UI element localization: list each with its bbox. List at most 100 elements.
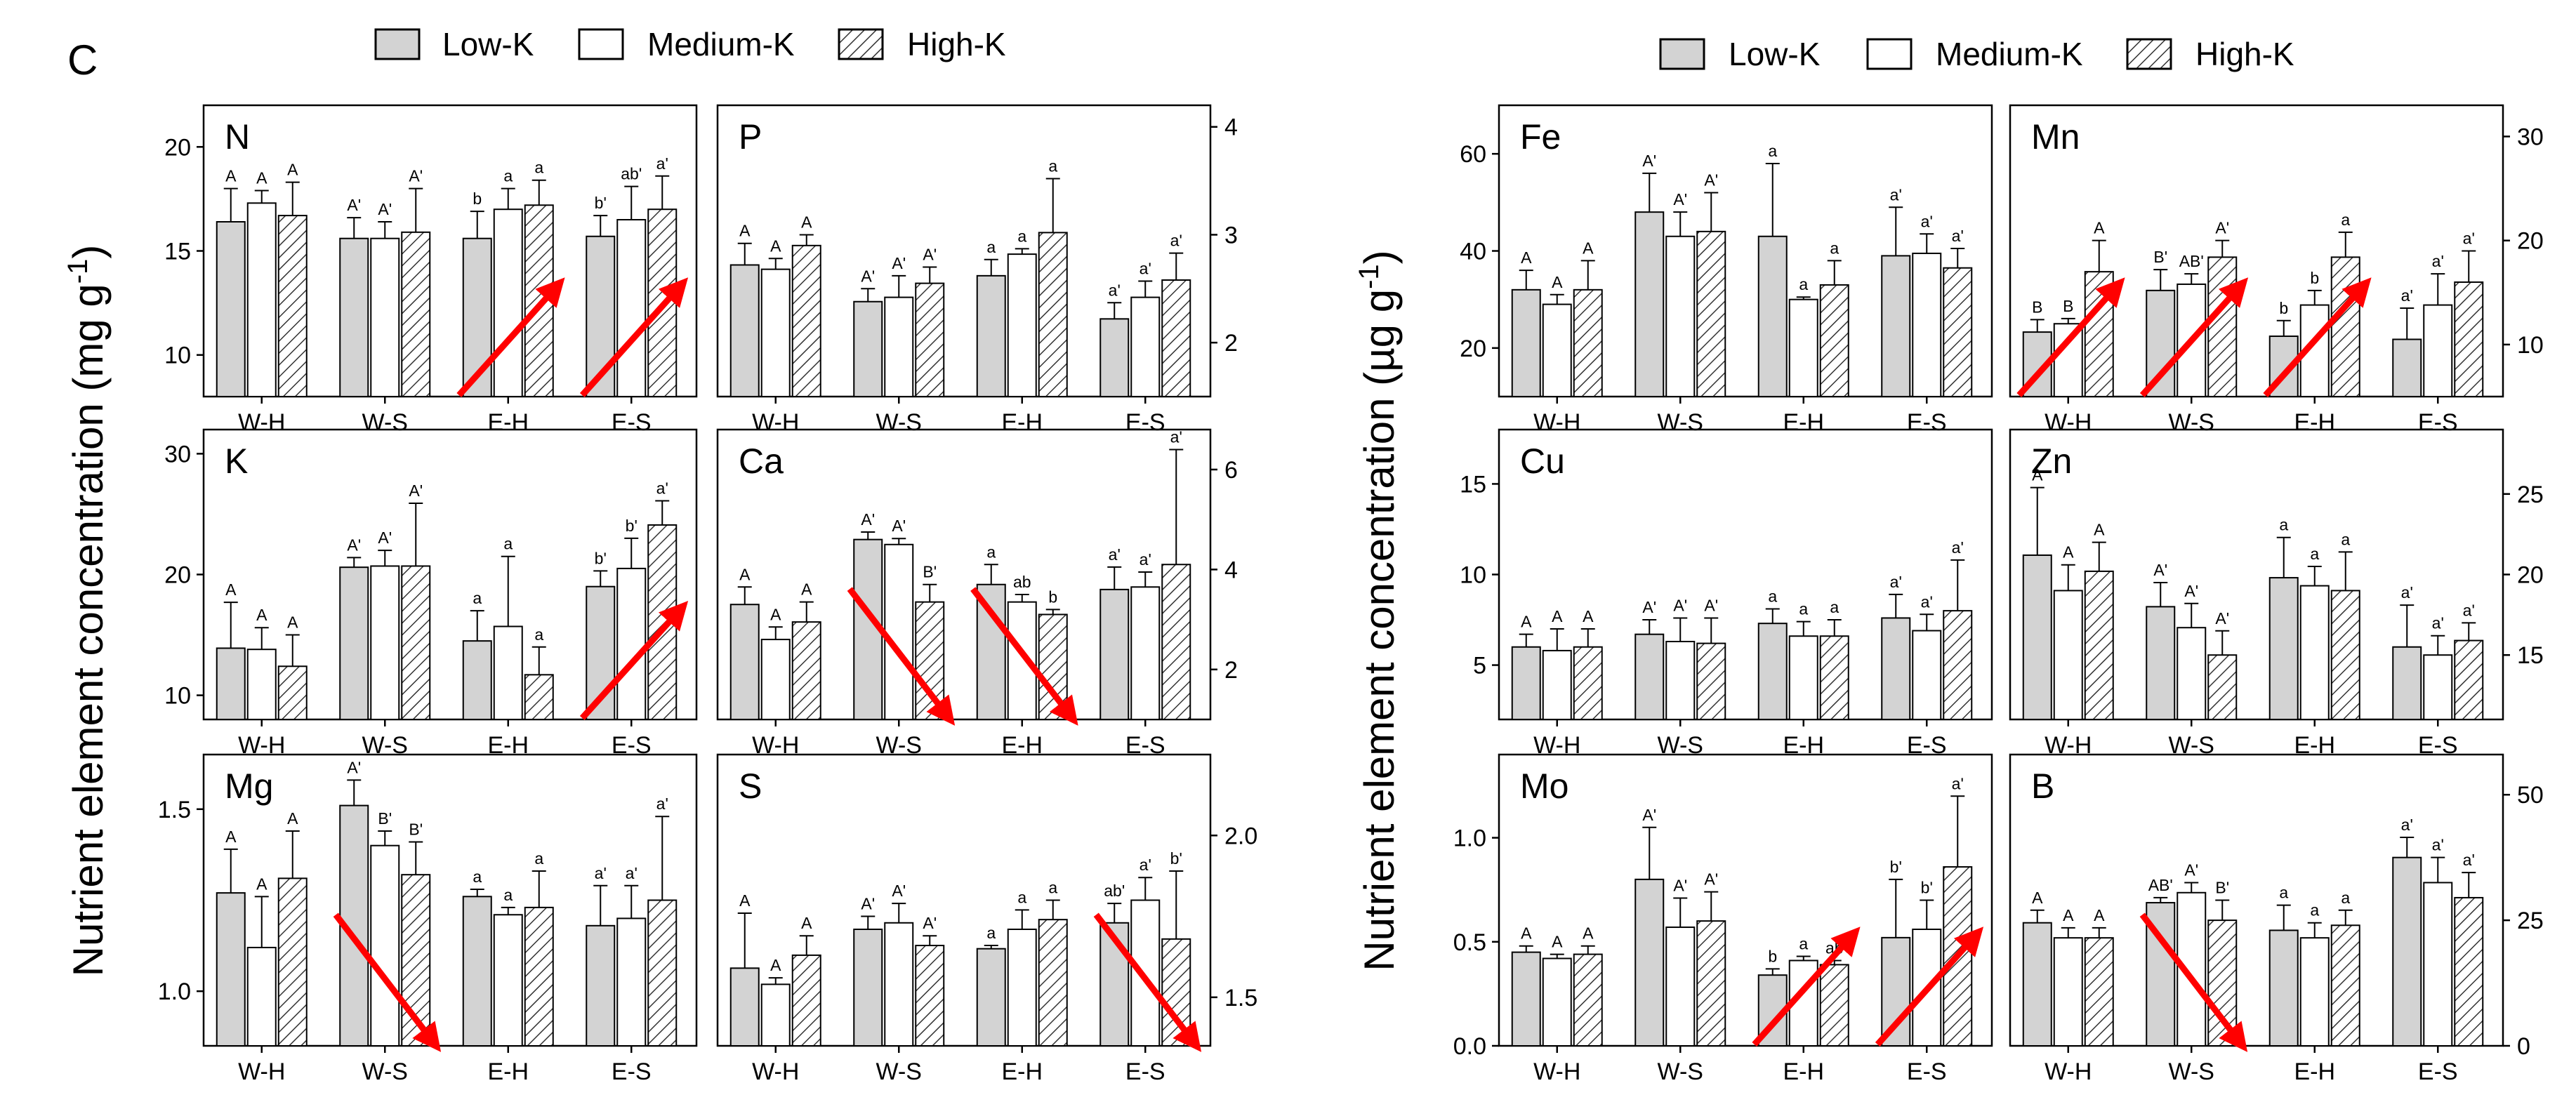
bar-high — [915, 945, 945, 1047]
significance-label: A' — [1673, 877, 1687, 895]
significance-label: b' — [595, 194, 607, 212]
bar-low — [1634, 878, 1665, 1047]
x-tick-label: W-S — [362, 409, 408, 436]
significance-label: a' — [2401, 286, 2413, 305]
y-tick-label: 20 — [2517, 562, 2544, 589]
significance-label: a — [2279, 884, 2288, 902]
y-tick-label: 25 — [2517, 482, 2544, 508]
bar-low — [216, 221, 246, 397]
significance-label: A' — [892, 517, 906, 535]
x-tick-label: E-S — [2418, 409, 2458, 436]
y-tick-label: 2 — [1224, 330, 1238, 357]
significance-label: a — [534, 159, 543, 177]
legend-high-label: High-K — [2195, 36, 2294, 72]
bar-high — [524, 204, 554, 397]
significance-label: a — [2310, 545, 2319, 563]
significance-label: a' — [2432, 836, 2444, 854]
significance-label: A — [739, 222, 751, 240]
bar-high — [1696, 920, 1726, 1047]
x-tick-label: W-S — [2169, 1058, 2214, 1085]
y-tick-label: 2.0 — [1224, 823, 1257, 849]
bar-high — [2454, 281, 2484, 398]
y-tick-label: 15 — [2517, 642, 2544, 669]
significance-label: A' — [861, 895, 875, 913]
significance-label: a' — [1890, 573, 1902, 591]
significance-label: B' — [923, 563, 937, 581]
panel-title: Mo — [1520, 766, 1568, 806]
significance-label: a' — [1170, 427, 1182, 446]
significance-label: b' — [626, 517, 638, 535]
significance-label: a — [534, 849, 543, 868]
significance-label: A' — [861, 510, 875, 529]
bar-high — [1038, 919, 1068, 1047]
legend-high-swatch — [2126, 38, 2172, 70]
bar-medium — [493, 914, 523, 1047]
y-tick-label: 3 — [1224, 222, 1238, 248]
panel-title: P — [739, 117, 762, 157]
legend-medium-label: Medium-K — [1936, 36, 2083, 72]
x-tick-label: W-S — [876, 1058, 922, 1085]
significance-label: b' — [1921, 879, 1933, 897]
panel-p: P 2 3 4 W-H A A A W-S A' A' A' E-H a a a E-S a' a' a' — [716, 104, 1238, 436]
trend-arrow-up — [2016, 277, 2125, 398]
significance-label: a' — [1140, 260, 1151, 278]
trend-arrow-up — [579, 601, 689, 721]
significance-label: a' — [1109, 545, 1121, 564]
bar-medium — [760, 639, 791, 721]
significance-label: A' — [1673, 190, 1687, 208]
bar-high — [2454, 639, 2484, 720]
bar-low — [1099, 318, 1130, 398]
significance-label: a — [986, 238, 996, 256]
trend-arrow-up — [1752, 927, 1861, 1047]
bar-high — [1573, 288, 1603, 398]
bar-low — [462, 640, 492, 720]
bar-medium — [1130, 296, 1161, 397]
bar-medium — [2423, 304, 2453, 398]
y-tick-label: 40 — [1460, 239, 1486, 265]
bar-high — [2454, 896, 2484, 1047]
panel-b: B 0 25 50 W-H A A A W-S AB' A' B' E-H a a a E-S a' a' a' — [2009, 753, 2544, 1085]
significance-label: B' — [2215, 879, 2229, 897]
bar-low — [1511, 288, 1541, 398]
left-y-axis-label-superscript: -1 — [62, 259, 93, 284]
x-tick-label: W-S — [2169, 409, 2214, 436]
significance-label: a' — [2463, 851, 2475, 869]
x-tick-label: W-S — [362, 1058, 408, 1085]
significance-label: A — [225, 580, 237, 599]
x-tick-label: W-H — [752, 1058, 799, 1085]
significance-label: A — [1552, 273, 1563, 291]
bar-high — [2084, 937, 2114, 1047]
bar-medium — [246, 202, 277, 397]
significance-label: A — [256, 606, 267, 624]
significance-label: a' — [626, 864, 638, 882]
significance-label: b — [1768, 947, 1777, 965]
bar-high — [277, 665, 308, 720]
x-tick-label: E-H — [487, 409, 529, 436]
panel-frame — [2009, 753, 2504, 1047]
y-tick-label: 4 — [1224, 114, 1238, 141]
bar-high — [2207, 654, 2238, 721]
bar-high — [1943, 267, 1973, 398]
y-tick-label: 1.0 — [158, 978, 191, 1005]
bar-low — [339, 566, 369, 720]
significance-label: A' — [2153, 561, 2167, 579]
significance-label: a — [2341, 530, 2350, 548]
significance-label: A' — [892, 882, 906, 900]
trend-arrow-down — [970, 587, 1078, 726]
significance-label: AB' — [2179, 252, 2204, 270]
x-tick-label: W-S — [876, 409, 922, 436]
significance-label: A' — [2184, 582, 2198, 600]
bar-medium — [1788, 298, 1818, 397]
bar-low — [216, 647, 246, 720]
panel-frame — [202, 753, 698, 1047]
bar-low — [1881, 255, 1911, 397]
x-tick-label: E-H — [2294, 409, 2335, 436]
bar-medium — [2053, 937, 2083, 1047]
x-tick-label: W-S — [1658, 1058, 1703, 1085]
y-tick-label: 15 — [1460, 471, 1486, 498]
panel-mo: Mo0.00.51.0W-HA A AW-SA'A' A'E-Hba abE-Sb'b'… — [1453, 753, 1993, 1085]
significance-label: A — [801, 213, 812, 231]
x-tick-label: W-H — [2045, 409, 2092, 436]
